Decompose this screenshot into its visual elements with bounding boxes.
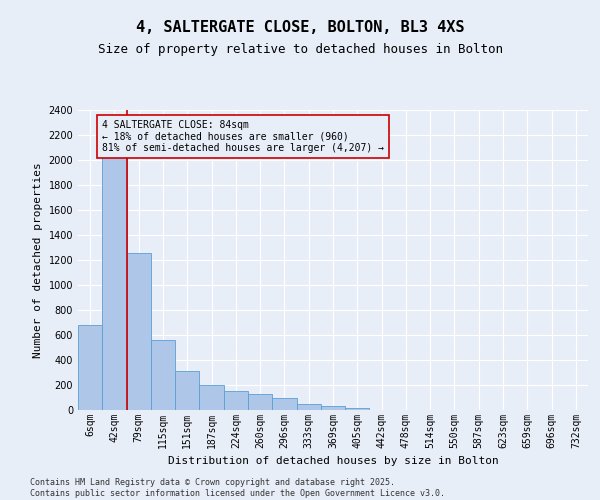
- Text: 4, SALTERGATE CLOSE, BOLTON, BL3 4XS: 4, SALTERGATE CLOSE, BOLTON, BL3 4XS: [136, 20, 464, 35]
- Bar: [224, 391, 248, 410]
- Y-axis label: Number of detached properties: Number of detached properties: [33, 162, 43, 358]
- Text: Contains HM Land Registry data © Crown copyright and database right 2025.
Contai: Contains HM Land Registry data © Crown c…: [30, 478, 445, 498]
- Bar: [127, 252, 151, 410]
- Bar: [199, 385, 224, 410]
- Bar: [272, 398, 296, 410]
- Bar: [248, 394, 272, 410]
- Bar: [345, 408, 370, 410]
- Text: 4 SALTERGATE CLOSE: 84sqm
← 18% of detached houses are smaller (960)
81% of semi: 4 SALTERGATE CLOSE: 84sqm ← 18% of detac…: [102, 120, 384, 153]
- Bar: [175, 371, 199, 410]
- Bar: [151, 340, 175, 410]
- Bar: [78, 325, 102, 410]
- Text: Size of property relative to detached houses in Bolton: Size of property relative to detached ho…: [97, 42, 503, 56]
- Bar: [102, 152, 127, 410]
- Bar: [321, 406, 345, 410]
- X-axis label: Distribution of detached houses by size in Bolton: Distribution of detached houses by size …: [167, 456, 499, 466]
- Bar: [296, 404, 321, 410]
